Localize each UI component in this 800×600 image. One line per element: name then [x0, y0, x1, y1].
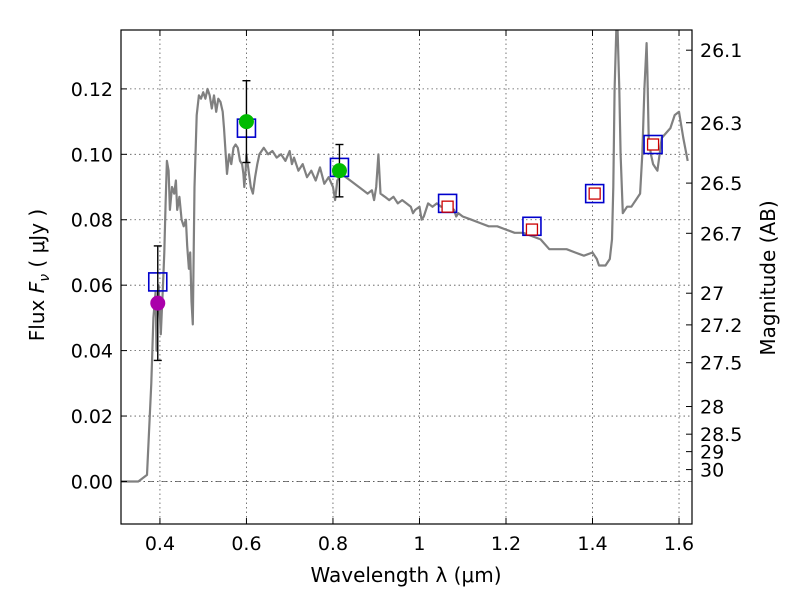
grid-lines [121, 30, 692, 524]
x-tick-label: 0.8 [318, 533, 348, 555]
y2-tick-label: 27.2 [700, 315, 742, 337]
y-tick-label: 0.00 [71, 471, 113, 493]
x-tick-label: 0.6 [231, 533, 261, 555]
measured-square-marker [588, 187, 601, 200]
y-tick-label: 0.02 [71, 406, 113, 428]
model-square-marker [643, 134, 663, 155]
y-axis-title-units: ( μJy ) [25, 209, 49, 274]
x-tick-label: 1 [413, 533, 425, 555]
detection-point [331, 163, 347, 179]
measured-square-marker [525, 223, 539, 236]
measured-square-marker [441, 200, 454, 213]
y2-tick-label: 30 [700, 460, 724, 482]
measured-square-marker [646, 138, 660, 151]
model-square-marker [584, 183, 605, 204]
detection-point [238, 114, 254, 130]
y2-tick-label: 27.5 [700, 353, 742, 375]
y-axis-title-subscript: ν [37, 274, 53, 282]
detection-point [150, 295, 166, 311]
x-tick-label: 1.4 [577, 533, 607, 555]
x-axis-title: Wavelength λ (μm) [310, 563, 501, 587]
y2-tick-label: 27 [700, 283, 724, 305]
y2-tick-label: 28 [700, 397, 724, 419]
y-axis-title: Flux Fν ( μJy ) [25, 209, 53, 341]
y2-axis-title: Magnitude (AB) [756, 200, 780, 355]
y2-tick-label: 28.5 [700, 424, 742, 446]
y-axis-title-prefix: Flux [25, 293, 49, 341]
x-tick-label: 0.4 [145, 533, 175, 555]
y-tick-label: 0.10 [71, 144, 113, 166]
y2-tick-label: 26.7 [700, 223, 742, 245]
plot-frame [120, 29, 693, 525]
y-tick-label: 0.12 [71, 79, 113, 101]
y2-tick-label: 26.5 [700, 173, 742, 195]
axis-ticks: 0.4 0.6 0.8 1 1.2 1.4 1.6 0.00 0.02 0.04 0.06 0.08 0… [71, 30, 742, 555]
x-tick-label: 1.6 [664, 533, 694, 555]
y-tick-label: 0.04 [71, 341, 113, 363]
plot-area [121, 30, 689, 483]
y2-tick-label: 26.1 [700, 40, 742, 62]
spectrum-line [121, 30, 689, 483]
y2-tick-label: 26.3 [700, 113, 742, 135]
y-tick-label: 0.06 [71, 275, 113, 297]
y2-tick-label: 29 [700, 442, 724, 464]
x-tick-label: 1.2 [491, 533, 521, 555]
y-tick-label: 0.08 [71, 210, 113, 232]
y-axis-title-symbol: F [25, 281, 49, 293]
